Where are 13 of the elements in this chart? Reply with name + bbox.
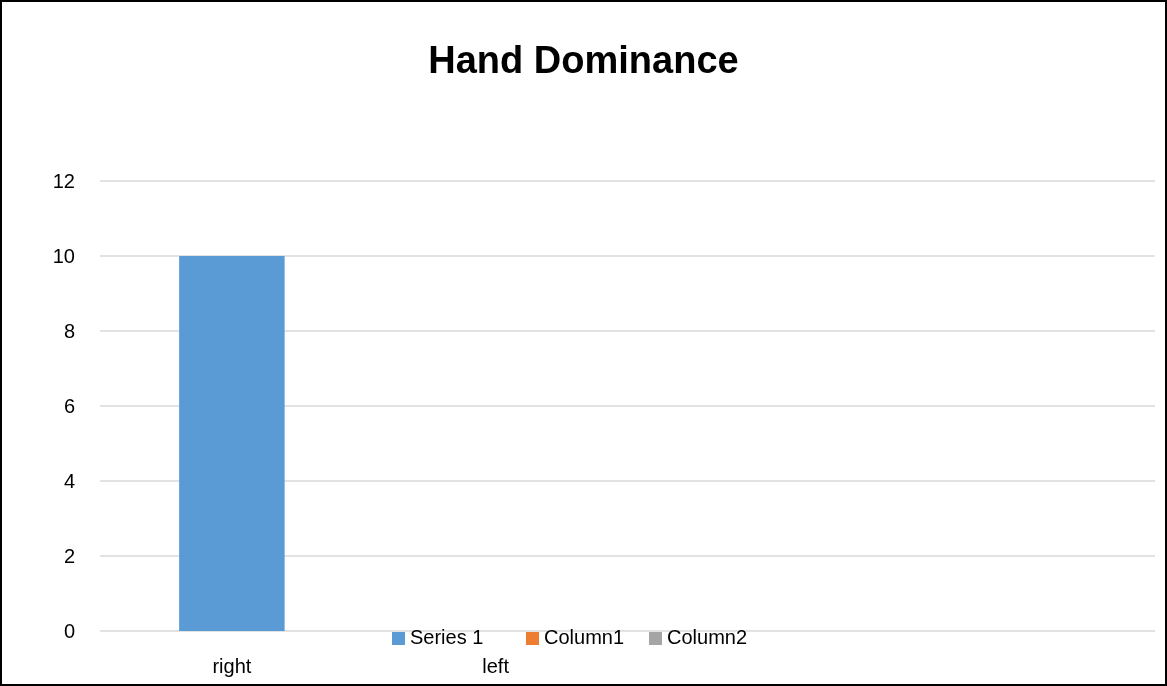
legend-label: Series 1 [410,626,484,648]
chart-title: Hand Dominance [428,39,739,81]
y-tick-label: 0 [63,620,75,642]
x-tick-label: left [482,655,510,677]
y-tick-label: 2 [63,545,75,567]
y-tick-label: 12 [52,170,75,192]
y-tick-label: 6 [63,395,75,417]
legend-label: Column2 [667,626,748,648]
legend-label: Column1 [544,626,625,648]
y-tick-label: 8 [63,320,75,342]
x-tick-label: right [212,655,252,677]
y-tick-label: 4 [63,470,75,492]
y-tick-label: 10 [52,245,75,267]
